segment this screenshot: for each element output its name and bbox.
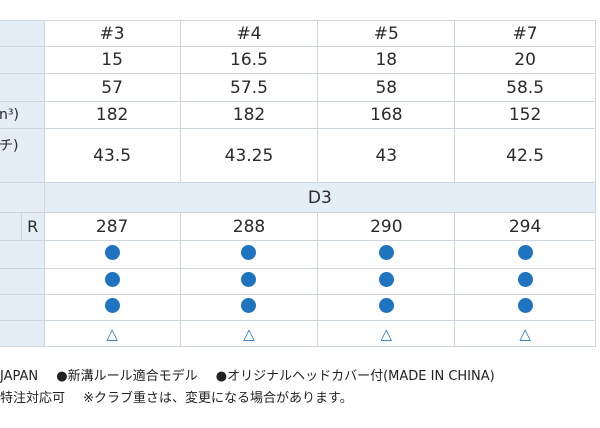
lie-row: 57 57.5 58 58.5 — [0, 73, 596, 102]
filled-circle-icon — [378, 244, 394, 260]
mark-row: △ △ △ △ — [0, 320, 596, 347]
table-cell: 15 — [43, 46, 181, 74]
mark-cell — [454, 294, 596, 321]
table-cell: 43.25 — [179, 128, 319, 183]
footnote: 特注対応可 — [0, 391, 66, 406]
mark-cell — [43, 294, 181, 321]
triangle-icon: △ — [380, 324, 393, 343]
row-label — [0, 268, 45, 295]
column-header: #5 — [317, 20, 456, 47]
table-cell: 42.5 — [454, 128, 596, 183]
footnote: ※クラブ重さは、変更になる場合があります。 — [83, 391, 353, 406]
mark-row — [0, 240, 596, 269]
table-cell: 288 — [179, 212, 319, 241]
triangle-icon: △ — [243, 324, 255, 343]
column-header: #4 — [179, 20, 319, 47]
row-label — [0, 240, 45, 269]
loft-row: 15 16.5 18 20 — [0, 46, 596, 74]
footnote-line: 特注対応可 ※クラブ重さは、変更になる場合があります。 — [0, 387, 353, 406]
row-label — [0, 212, 22, 241]
table-cell: 57 — [43, 73, 181, 102]
table-cell: 294 — [454, 212, 596, 241]
mark-cell — [43, 268, 181, 295]
table-cell: 168 — [317, 101, 456, 129]
mark-cell — [454, 240, 596, 269]
spec-table: #3 #4 #5 #7 15 16.5 18 20 57 57.5 58 58.… — [0, 20, 597, 347]
table-cell: 287 — [43, 212, 181, 241]
filled-circle-icon — [517, 271, 533, 287]
table-cell: 57.5 — [179, 73, 319, 102]
filled-circle-icon — [104, 244, 120, 260]
column-header: #3 — [43, 20, 181, 47]
row-label — [0, 46, 45, 74]
mark-cell — [317, 240, 456, 269]
filled-circle-icon — [241, 297, 257, 313]
mark-cell — [179, 268, 319, 295]
weight-row: R 287 288 290 294 — [0, 212, 596, 241]
mark-row — [0, 268, 596, 295]
mark-cell: △ — [179, 320, 319, 347]
swing-weight-value: D3 — [43, 182, 597, 213]
flex-label: R — [20, 212, 45, 241]
filled-circle-icon — [241, 244, 257, 260]
row-label: n³) — [0, 101, 45, 129]
mark-cell: △ — [43, 320, 181, 347]
mark-cell — [317, 268, 456, 295]
table-cell: 43.5 — [43, 128, 181, 183]
table-cell: 182 — [43, 101, 181, 129]
header-label-cell — [0, 20, 45, 47]
table-cell: 152 — [454, 101, 596, 129]
filled-circle-icon — [104, 271, 120, 287]
filled-circle-icon — [378, 297, 394, 313]
triangle-icon: △ — [519, 324, 531, 343]
row-label: チ) — [0, 128, 45, 183]
filled-circle-icon — [104, 297, 120, 313]
table-cell: 16.5 — [179, 46, 319, 74]
mark-cell — [43, 240, 181, 269]
row-label — [0, 294, 45, 321]
footnote: ●新溝ルール適合モデル — [56, 369, 198, 384]
table-cell: 182 — [179, 101, 319, 129]
mark-cell — [317, 294, 456, 321]
table-cell: 18 — [317, 46, 456, 74]
filled-circle-icon — [378, 271, 394, 287]
table-cell: 43 — [317, 128, 456, 183]
row-label — [0, 320, 45, 347]
table-cell: 20 — [454, 46, 596, 74]
row-label — [0, 182, 45, 213]
footnote: ●オリジナルヘッドカバー付(MADE IN CHINA) — [215, 369, 495, 384]
mark-row — [0, 294, 596, 321]
table-cell: 58 — [317, 73, 456, 102]
filled-circle-icon — [241, 271, 257, 287]
header-row: #3 #4 #5 #7 — [0, 20, 596, 47]
footnote: JAPAN — [0, 369, 39, 384]
filled-circle-icon — [517, 244, 533, 260]
length-row: チ) 43.5 43.25 43 42.5 — [0, 128, 596, 183]
swing-weight-row: D3 — [0, 182, 597, 213]
mark-cell: △ — [454, 320, 596, 347]
mark-cell — [179, 240, 319, 269]
column-header: #7 — [454, 20, 596, 47]
mark-cell: △ — [317, 320, 456, 347]
volume-row: n³) 182 182 168 152 — [0, 101, 596, 129]
filled-circle-icon — [517, 297, 533, 313]
footnote-line: JAPAN ●新溝ルール適合モデル ●オリジナルヘッドカバー付(MADE IN … — [0, 365, 495, 384]
table-cell: 58.5 — [454, 73, 596, 102]
mark-cell — [179, 294, 319, 321]
table-cell: 290 — [317, 212, 456, 241]
row-label — [0, 73, 45, 102]
mark-cell — [454, 268, 596, 295]
triangle-icon: △ — [106, 324, 118, 343]
